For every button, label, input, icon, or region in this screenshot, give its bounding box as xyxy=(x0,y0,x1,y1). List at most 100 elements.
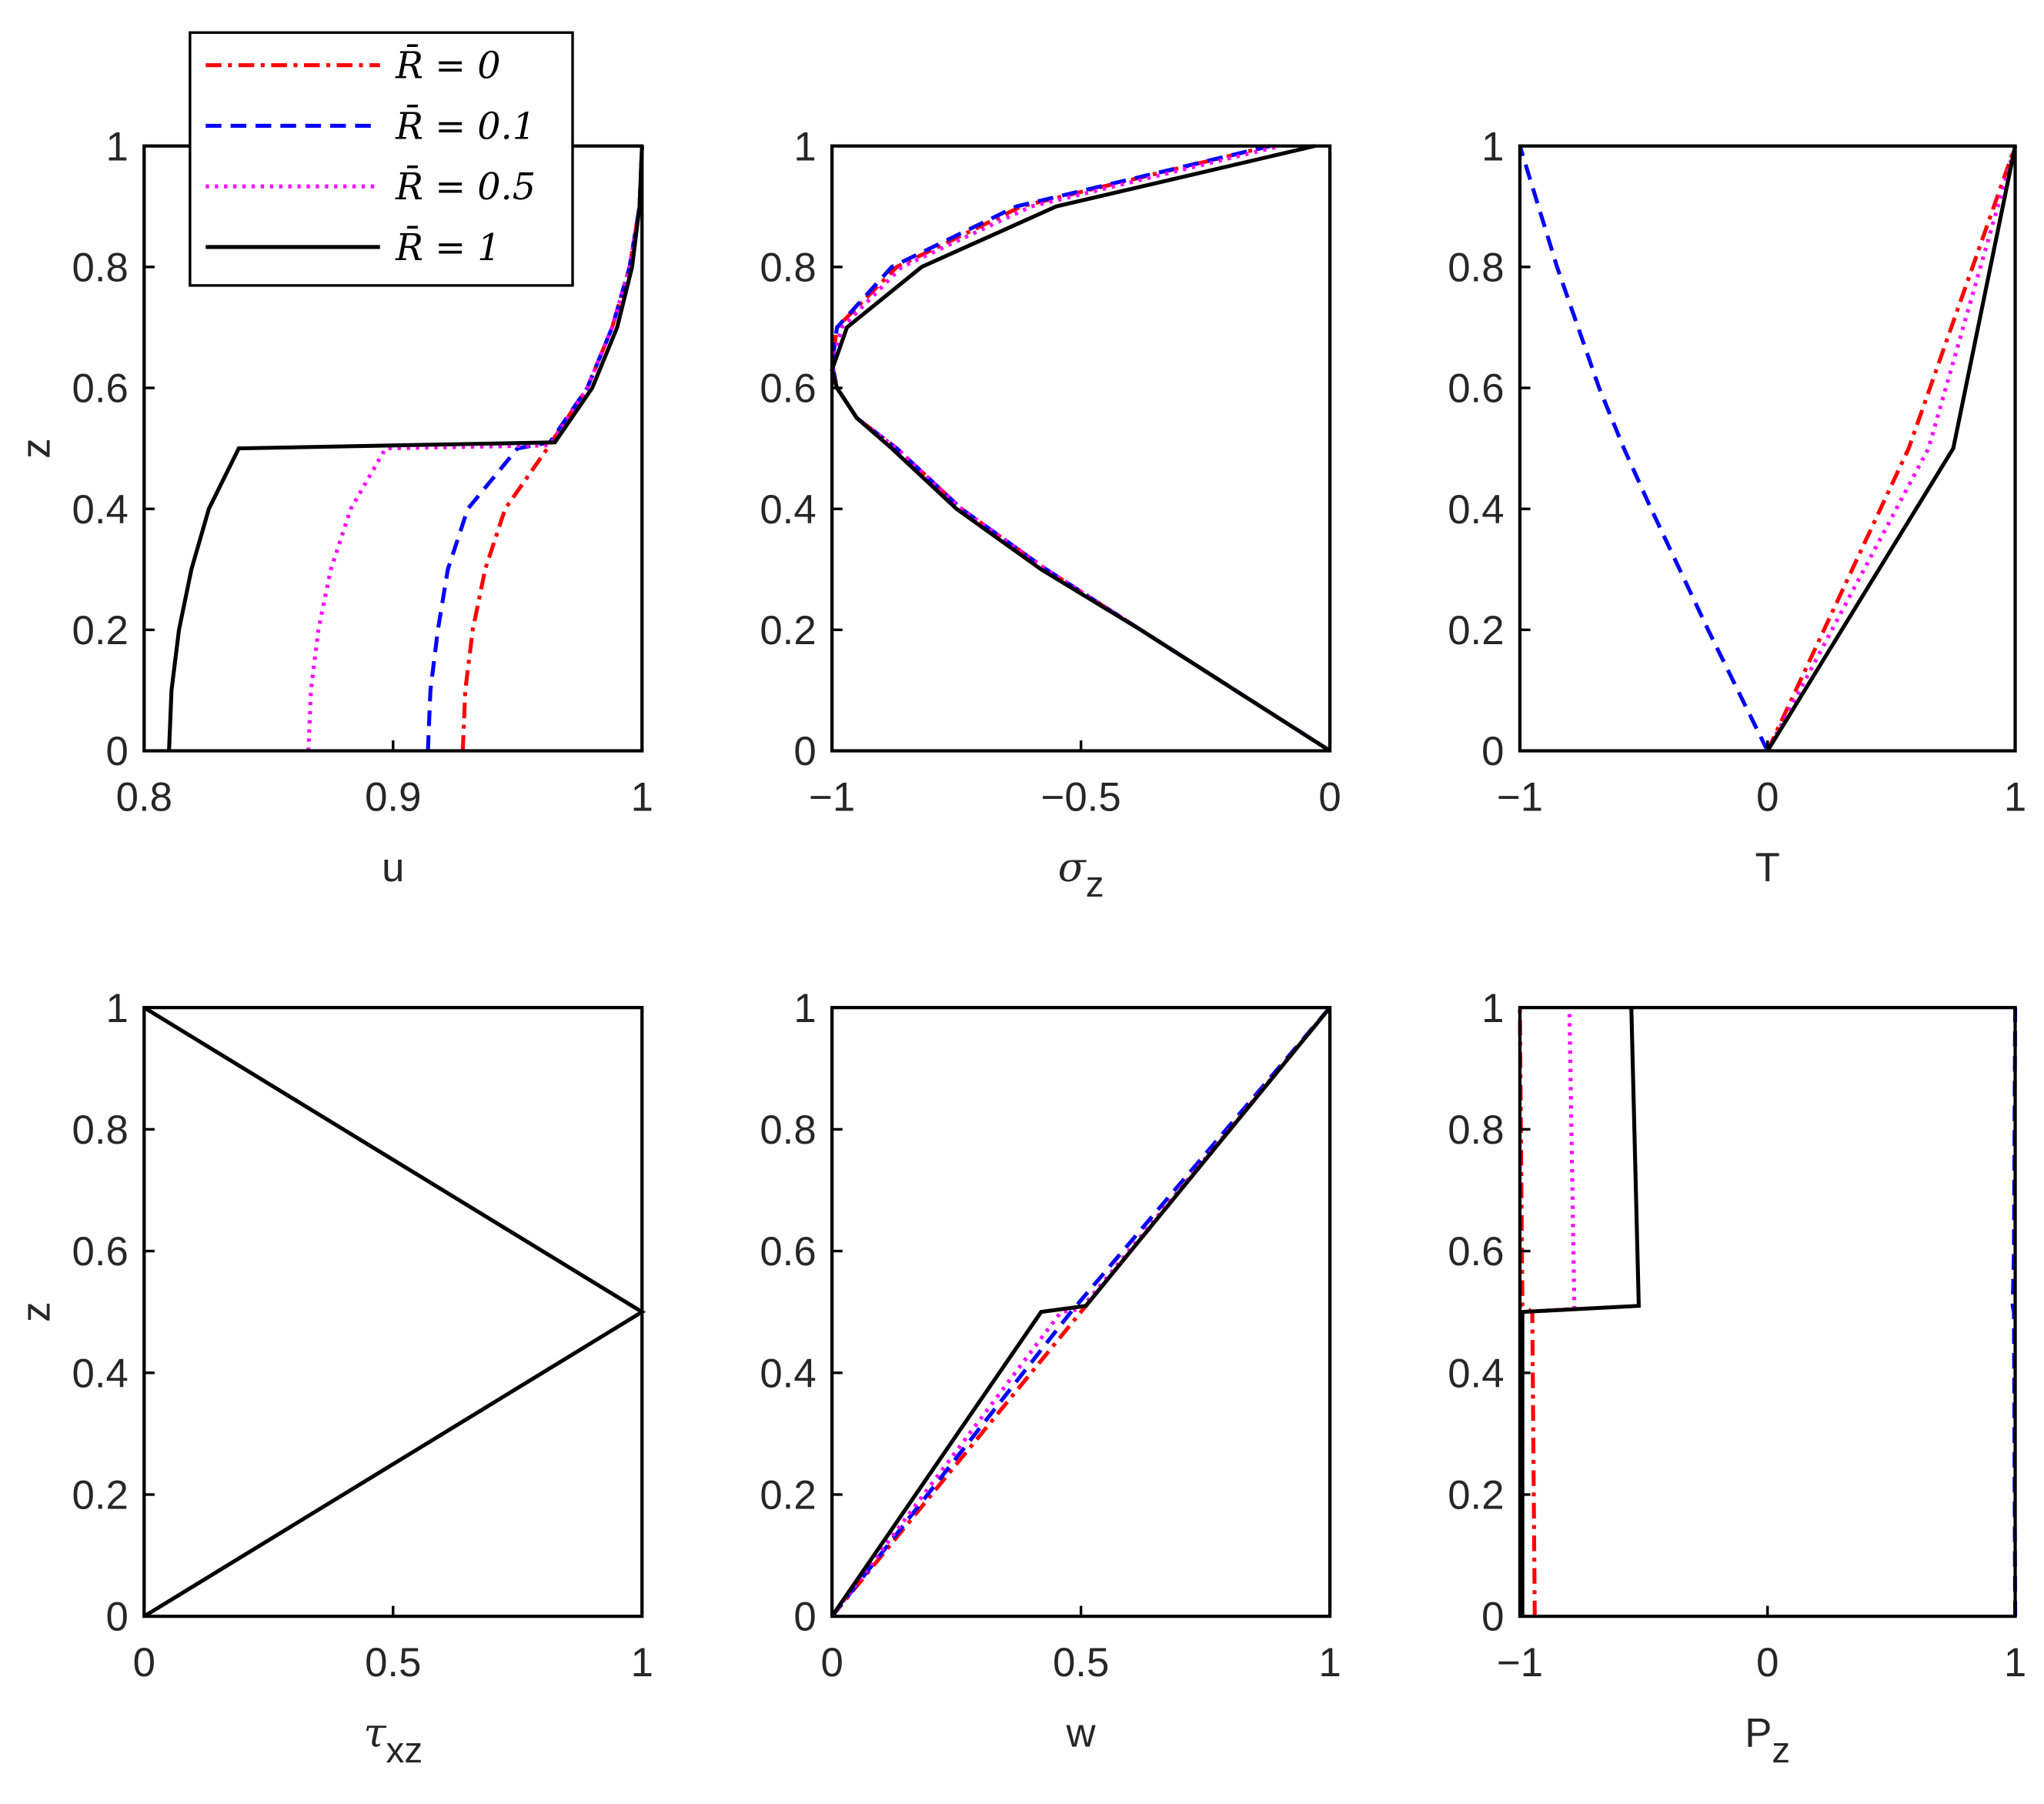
y-tick-label: 0.6 xyxy=(72,1229,129,1274)
x-tick-label: 1 xyxy=(2004,775,2026,820)
y-tick-label: 0.2 xyxy=(760,1473,816,1518)
axes-frame xyxy=(830,1006,1332,1619)
x-axis-label: u xyxy=(382,845,404,890)
plot-area xyxy=(832,145,1331,751)
line-series xyxy=(1765,145,2017,752)
y-tick-label: 0.2 xyxy=(1448,608,1504,653)
legend-label: R̄ = 1 xyxy=(395,226,500,269)
y-tick-label: 0 xyxy=(105,729,128,774)
x-axis-label-main: σ xyxy=(1058,844,1087,891)
x-tick-label: 0.5 xyxy=(365,1640,421,1685)
legend-label: R̄ = 0 xyxy=(395,44,500,88)
x-axis-label-subscript: xz xyxy=(386,1730,423,1771)
y-tick-label: 0.2 xyxy=(72,608,129,653)
y-tick-label: 0 xyxy=(1481,729,1504,774)
x-axis-label: Pz xyxy=(1745,1711,1790,1771)
legend-box xyxy=(189,31,574,287)
y-axis-label: z xyxy=(14,1302,59,1322)
y-tick-label: 0.4 xyxy=(1448,487,1504,533)
x-axis-label: σz xyxy=(1058,844,1104,905)
x-tick-label: 0 xyxy=(133,1640,155,1685)
subplot: 0.8 0.9 1 0 0.2 0.4 0.6 0.8 1 u z R̄ = 0 R̄ = 0.1 R̄ … xyxy=(14,31,653,890)
legend-label: R̄ = 0.5 xyxy=(395,165,536,209)
x-tick-label: 0 xyxy=(820,1640,843,1685)
y-tick-label: 1 xyxy=(105,986,128,1031)
line-series xyxy=(1518,145,1770,752)
y-tick-label: 0 xyxy=(105,1595,128,1640)
y-tick-label: 0.4 xyxy=(72,487,129,533)
x-tick-label: 1 xyxy=(631,1640,653,1685)
line-series xyxy=(306,145,644,751)
legend-label: R̄ = 0.1 xyxy=(395,105,536,149)
plot-area xyxy=(144,1007,643,1617)
y-tick-label: 0.8 xyxy=(72,1107,129,1153)
x-axis-label-main: T xyxy=(1755,845,1780,890)
y-tick-label: 0.6 xyxy=(760,1229,816,1274)
y-axis-label: z xyxy=(14,438,59,458)
axes-frame xyxy=(1518,1006,2017,1619)
y-tick-label: 1 xyxy=(793,124,816,169)
x-axis-label-subscript: z xyxy=(1772,1730,1790,1771)
axes-frame xyxy=(142,1006,644,1619)
y-axis-label: z xyxy=(14,1302,59,1322)
line-series xyxy=(830,144,1331,753)
x-tick-label: −1 xyxy=(1497,1640,1543,1685)
y-tick-label: 0.4 xyxy=(760,487,816,533)
y-tick-label: 0.8 xyxy=(760,1107,816,1153)
y-tick-label: 0.4 xyxy=(72,1351,129,1396)
y-tick-label: 0.2 xyxy=(760,608,816,653)
line-series xyxy=(426,145,644,751)
line-series xyxy=(460,145,644,751)
x-axis-label-main: P xyxy=(1745,1711,1772,1756)
y-tick-label: 0.6 xyxy=(760,366,816,412)
y-axis-label: z xyxy=(14,1302,59,1322)
line-series xyxy=(167,145,644,751)
line-series xyxy=(830,1006,1332,1618)
y-tick-label: 0.8 xyxy=(72,246,129,291)
plot-area xyxy=(1519,145,2016,751)
x-tick-label: 0 xyxy=(1756,1640,1778,1685)
y-tick-label: 0 xyxy=(1481,1595,1504,1640)
x-tick-label: −0.5 xyxy=(1041,775,1121,820)
y-tick-label: 0.4 xyxy=(760,1351,816,1396)
x-tick-label: 0 xyxy=(1756,775,1778,820)
x-axis-label-main: u xyxy=(382,845,404,890)
x-axis-label-main: τ xyxy=(363,1710,386,1757)
plot-area xyxy=(1519,1007,2016,1617)
y-tick-label: 0 xyxy=(793,729,816,774)
line-series xyxy=(1520,1007,1642,1617)
x-tick-label: 1 xyxy=(631,775,653,820)
y-tick-label: 0.6 xyxy=(1448,366,1504,412)
x-axis-label: w xyxy=(1066,1711,1097,1756)
y-tick-label: 0.2 xyxy=(1448,1473,1504,1518)
y-axis-label: z xyxy=(14,438,59,458)
y-tick-label: 0.8 xyxy=(1448,246,1504,291)
y-tick-label: 0.4 xyxy=(1448,1351,1504,1396)
x-axis-label-subscript: z xyxy=(1086,864,1104,905)
x-tick-label: −1 xyxy=(1497,775,1543,820)
x-axis-label: T xyxy=(1755,845,1780,890)
y-tick-label: 1 xyxy=(1481,124,1504,169)
line-series xyxy=(1765,145,2018,752)
subplot: 0 0.5 1 0 0.2 0.4 0.6 0.8 1 τxz z xyxy=(14,986,653,1771)
x-tick-label: 0.9 xyxy=(365,775,421,820)
x-tick-label: −1 xyxy=(809,775,855,820)
y-tick-label: 0 xyxy=(793,1595,816,1640)
y-tick-label: 0.6 xyxy=(1448,1229,1504,1274)
y-axis-label: z xyxy=(14,438,59,458)
x-tick-label: 0.8 xyxy=(116,775,172,820)
x-axis-label: τxz xyxy=(363,1710,422,1771)
x-tick-label: 0.5 xyxy=(1053,1640,1109,1685)
y-tick-label: 1 xyxy=(1481,986,1504,1031)
y-tick-label: 0.8 xyxy=(1448,1107,1504,1153)
x-tick-label: 1 xyxy=(1318,1640,1341,1685)
x-tick-label: 0 xyxy=(1318,775,1341,820)
y-tick-label: 0.8 xyxy=(760,246,816,291)
y-tick-label: 0.6 xyxy=(72,366,129,412)
y-tick-label: 1 xyxy=(793,986,816,1031)
